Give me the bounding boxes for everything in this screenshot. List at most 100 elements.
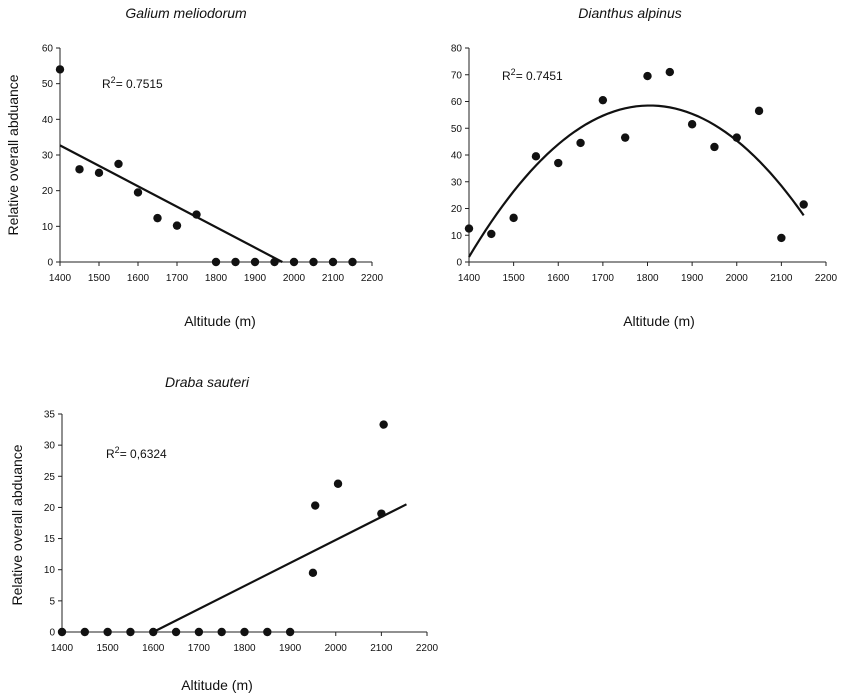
y-tick-label: 5 <box>49 596 55 607</box>
x-tick-label: 1900 <box>681 273 704 284</box>
data-point <box>114 159 123 169</box>
data-point <box>172 221 182 230</box>
x-tick-label: 2100 <box>322 273 345 284</box>
data-point <box>192 210 201 219</box>
data-point <box>576 138 585 148</box>
data-point <box>333 479 343 488</box>
data-point <box>211 257 221 267</box>
data-point <box>80 627 90 637</box>
data-point <box>328 257 338 267</box>
data-point <box>464 224 474 233</box>
data-point <box>149 627 158 637</box>
x-tick-label: 1400 <box>49 273 72 284</box>
chart-title: Draba sauteri <box>165 374 250 390</box>
y-tick-label: 30 <box>44 441 56 452</box>
x-tick-label: 1900 <box>244 273 267 284</box>
x-tick-label: 1700 <box>188 643 211 654</box>
chart-panel-3: Draba sauteri 0 5 10 15 20 25 30 35 1400 1500 1600 1… <box>9 374 439 693</box>
data-point <box>777 233 786 243</box>
data-point <box>126 627 135 637</box>
data-point <box>732 133 741 142</box>
x-tick-label: 2000 <box>283 273 306 284</box>
data-point <box>250 257 260 267</box>
y-tick-label: 25 <box>44 472 56 483</box>
y-tick-label: 40 <box>42 115 54 126</box>
trend-line <box>59 144 283 263</box>
data-point <box>263 627 272 637</box>
x-tick-label: 1600 <box>142 643 165 654</box>
y-axis-label: Relative overall abduance <box>9 444 25 605</box>
y-tick-label: 50 <box>451 124 463 135</box>
data-point <box>598 95 608 105</box>
trend-line <box>152 503 407 633</box>
data-point <box>379 420 388 429</box>
data-point <box>643 71 652 81</box>
r-squared-annotation: R2= 0.7451 <box>502 67 563 83</box>
data-point <box>55 65 65 74</box>
y-axis-label: Relative overall abduance <box>5 74 21 235</box>
data-point <box>554 158 563 168</box>
y-tick-label: 15 <box>44 534 56 545</box>
y-tick-label: 0 <box>47 258 53 269</box>
chart-title: Dianthus alpinus <box>578 5 682 21</box>
x-tick-label: 1500 <box>88 273 111 284</box>
x-tick-label: 1700 <box>592 273 615 284</box>
data-point <box>308 568 318 578</box>
x-tick-label: 2000 <box>726 273 749 284</box>
x-axis-label: Altitude (m) <box>623 313 695 329</box>
data-point <box>487 229 496 239</box>
data-point <box>710 142 719 152</box>
x-tick-label: 1400 <box>51 643 74 654</box>
data-point <box>377 509 386 518</box>
x-tick-label: 1400 <box>458 273 481 284</box>
data-point <box>348 257 357 267</box>
data-point <box>217 627 226 637</box>
data-point <box>75 165 84 174</box>
data-point <box>309 257 318 267</box>
data-point <box>531 152 541 161</box>
x-tick-label: 1800 <box>233 643 256 654</box>
x-tick-label: 2000 <box>325 643 348 654</box>
y-tick-label: 10 <box>451 231 463 242</box>
y-tick-label: 20 <box>44 503 56 514</box>
y-tick-label: 30 <box>42 151 54 162</box>
chart-title: Galium meliodorum <box>125 5 247 21</box>
x-axis-label: Altitude (m) <box>181 677 253 693</box>
x-tick-label: 2200 <box>416 643 439 654</box>
x-tick-label: 2200 <box>815 273 838 284</box>
x-axis-label: Altitude (m) <box>184 313 256 329</box>
y-tick-label: 50 <box>42 79 54 90</box>
y-tick-label: 10 <box>44 565 56 576</box>
data-point <box>311 501 320 510</box>
x-tick-label: 1500 <box>97 643 120 654</box>
y-tick-label: 60 <box>451 97 463 108</box>
data-point <box>231 257 240 267</box>
x-tick-label: 2100 <box>770 273 793 284</box>
x-tick-label: 1600 <box>127 273 150 284</box>
data-point <box>103 627 112 637</box>
x-tick-label: 2100 <box>370 643 393 654</box>
y-tick-label: 30 <box>451 177 463 188</box>
y-tick-label: 20 <box>42 186 54 197</box>
data-point <box>665 67 675 77</box>
data-point <box>153 213 162 223</box>
chart-panel-2: Dianthus alpinus 0 10 20 30 40 50 60 70 80 1400 150… <box>451 5 838 329</box>
y-tick-label: 0 <box>456 258 462 269</box>
data-point <box>285 627 295 637</box>
data-point <box>94 168 104 178</box>
data-point <box>289 257 299 267</box>
data-point <box>171 627 181 637</box>
y-tick-label: 40 <box>451 151 463 162</box>
x-tick-label: 1800 <box>205 273 228 284</box>
y-tick-label: 80 <box>451 44 463 55</box>
y-tick-label: 0 <box>49 628 55 639</box>
x-tick-label: 2200 <box>361 273 384 284</box>
r-squared-annotation: R2= 0,6324 <box>106 445 167 461</box>
data-point <box>754 106 764 116</box>
data-point <box>240 627 249 637</box>
data-point <box>270 257 279 267</box>
data-point <box>687 120 697 129</box>
data-point <box>194 627 204 637</box>
y-tick-label: 20 <box>451 204 463 215</box>
